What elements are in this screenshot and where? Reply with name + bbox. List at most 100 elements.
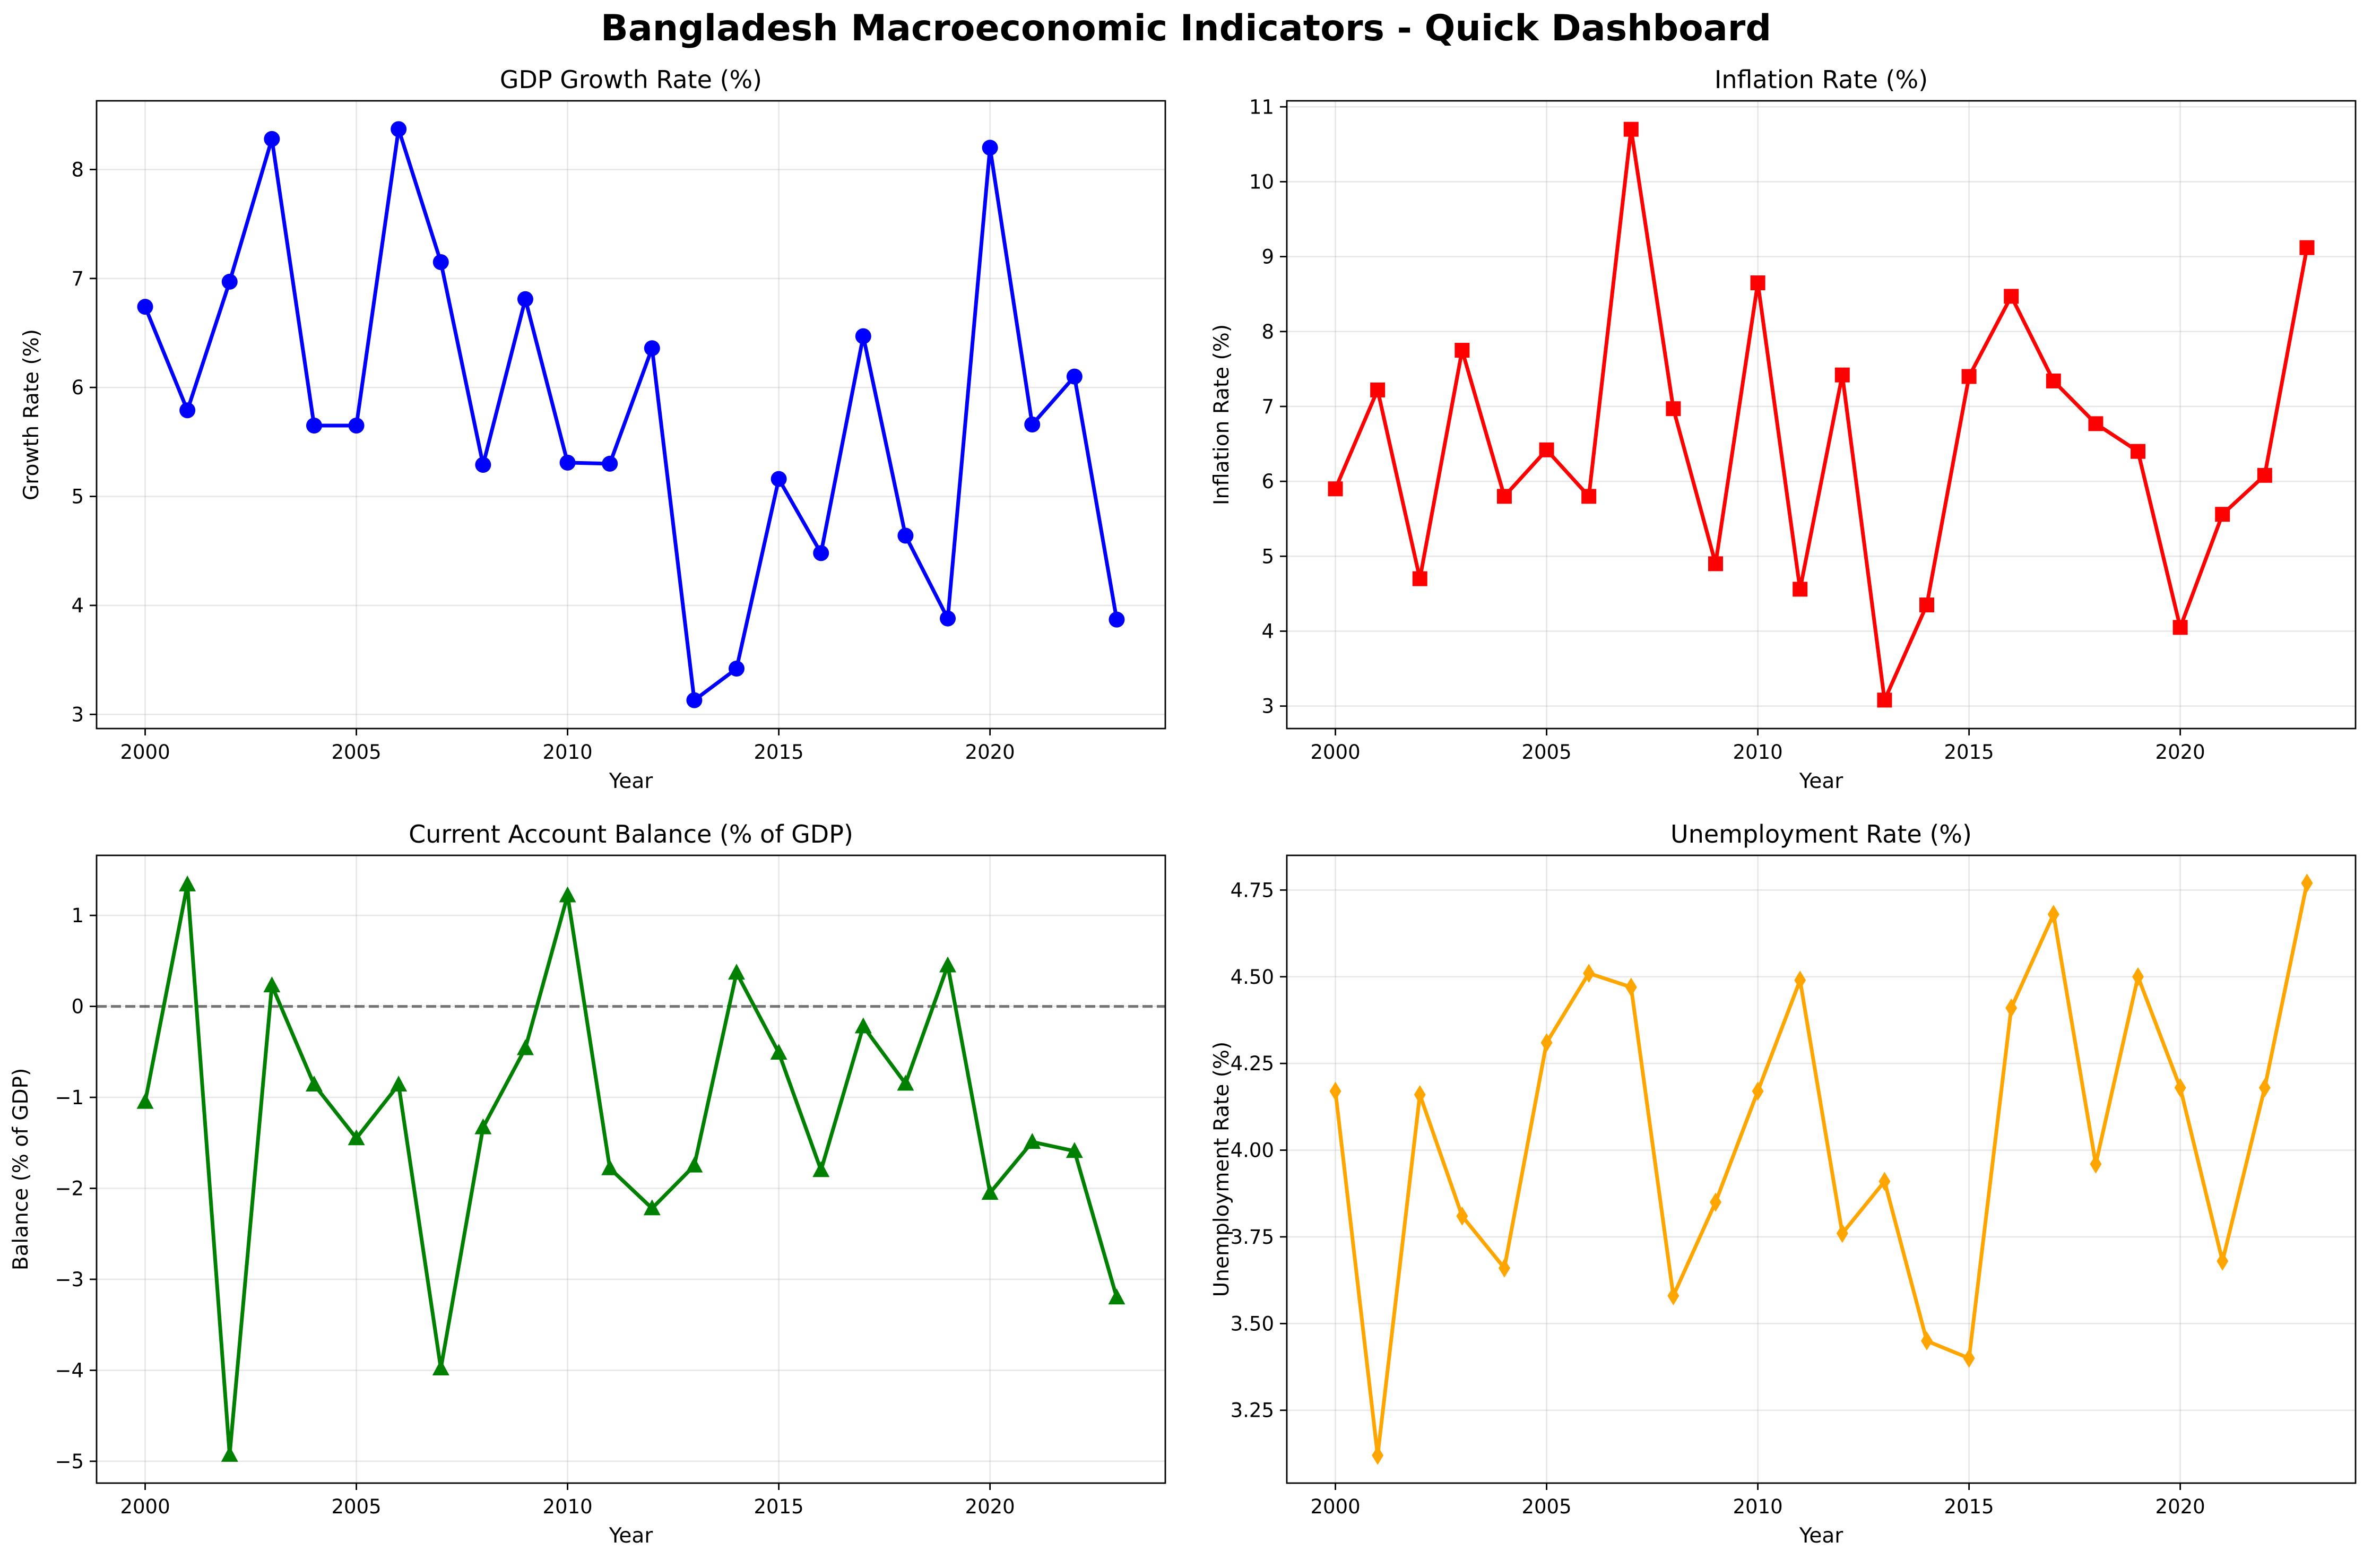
data-point: [2047, 905, 2059, 924]
data-point: [2172, 620, 2188, 635]
data-point: [221, 273, 238, 290]
chart-title: Current Account Balance (% of GDP): [409, 820, 853, 848]
data-point: [728, 964, 746, 980]
axes-frame: [96, 854, 1166, 1484]
data-point: [1750, 275, 1765, 291]
data-point: [264, 131, 280, 147]
data-point: [939, 956, 957, 973]
y-tick-label: 3: [71, 703, 84, 726]
data-point: [474, 1118, 492, 1134]
data-point: [390, 1076, 408, 1092]
y-tick-label: 7: [71, 267, 84, 290]
data-point: [432, 1359, 449, 1375]
y-tick-label: −1: [55, 1086, 84, 1109]
data-point: [1539, 442, 1554, 457]
data-point: [2046, 373, 2061, 388]
x-axis-label: Year: [1799, 769, 1844, 793]
data-point: [940, 610, 956, 627]
data-point: [855, 328, 871, 344]
data-point: [2005, 998, 2018, 1018]
x-axis-label: Year: [1799, 1524, 1844, 1548]
data-point: [1498, 1258, 1510, 1278]
data-point: [2257, 467, 2272, 483]
series-markers: [1329, 873, 2313, 1465]
data-point: [432, 254, 449, 270]
data-point: [1583, 964, 1595, 983]
data-point: [1372, 1445, 1384, 1465]
y-axis-label: Growth Rate (%): [20, 329, 44, 500]
series-markers: [137, 121, 1125, 708]
data-point: [1921, 1331, 1933, 1351]
data-point: [854, 1017, 872, 1034]
axes-frame: [1286, 854, 2357, 1484]
data-point: [1877, 692, 1892, 708]
y-tick-label: 1: [71, 904, 84, 927]
series-line: [143, 127, 1119, 703]
data-point: [602, 455, 618, 472]
data-point: [348, 418, 365, 434]
axes-frame: [96, 100, 1166, 730]
data-point: [1666, 401, 1681, 417]
chart-title: Inflation Rate (%): [1715, 65, 1928, 94]
y-tick-label: 6: [1261, 470, 1274, 493]
y-tick-label: 5: [1261, 545, 1274, 568]
y-tick-label: 6: [71, 376, 84, 399]
x-tick-label: 2020: [965, 741, 1015, 764]
data-point: [1024, 416, 1041, 432]
data-point: [559, 454, 576, 471]
data-point: [1455, 343, 1470, 358]
x-tick-label: 2010: [1733, 741, 1783, 764]
chart-title: Unemployment Rate (%): [1670, 820, 1972, 848]
data-point: [1878, 1172, 1891, 1191]
data-point: [1667, 1286, 1680, 1306]
data-point: [2258, 1078, 2271, 1097]
data-point: [2131, 444, 2146, 459]
data-point: [2215, 507, 2230, 522]
x-tick-label: 2015: [754, 741, 804, 764]
data-point: [1540, 1033, 1553, 1052]
chart-title: GDP Growth Rate (%): [500, 65, 762, 94]
data-point: [1963, 1348, 1975, 1368]
y-axis-label: Balance (% of GDP): [9, 1068, 33, 1271]
gridlines: [97, 101, 1165, 729]
data-point: [686, 692, 703, 708]
series-markers: [1328, 122, 2315, 708]
x-tick-label: 2005: [331, 741, 381, 764]
y-tick-label: 4.75: [1231, 879, 1274, 902]
y-tick-label: 7: [1261, 395, 1274, 418]
data-point: [136, 1093, 154, 1109]
data-point: [263, 976, 281, 993]
data-point: [2299, 240, 2315, 255]
data-point: [1708, 556, 1723, 571]
x-tick-label: 2005: [1521, 1495, 1571, 1518]
data-point: [1836, 1224, 1848, 1243]
data-point: [771, 471, 787, 487]
data-point: [306, 418, 322, 434]
y-tick-label: 11: [1249, 96, 1274, 118]
y-tick-label: 3.50: [1231, 1312, 1274, 1335]
data-point: [1709, 1192, 1721, 1212]
data-point: [559, 886, 576, 903]
data-point: [1496, 489, 1512, 504]
x-tick-label: 2015: [1944, 1495, 1994, 1518]
data-point: [1961, 369, 1977, 384]
data-point: [2217, 1251, 2229, 1271]
data-point: [475, 456, 491, 473]
data-point: [644, 340, 660, 357]
x-tick-label: 2000: [1310, 741, 1360, 764]
x-tick-label: 2020: [965, 1495, 1015, 1518]
series-line: [1334, 881, 2309, 1458]
data-point: [1370, 382, 1386, 397]
y-tick-label: −5: [55, 1450, 84, 1473]
y-tick-label: 4.25: [1231, 1052, 1274, 1075]
x-tick-label: 2015: [1944, 741, 1994, 764]
data-point: [2174, 1078, 2186, 1097]
y-tick-label: −2: [55, 1177, 84, 1200]
data-point: [601, 1159, 619, 1175]
data-point: [1752, 1081, 1764, 1101]
data-point: [686, 1156, 703, 1173]
data-point: [1623, 122, 1639, 137]
